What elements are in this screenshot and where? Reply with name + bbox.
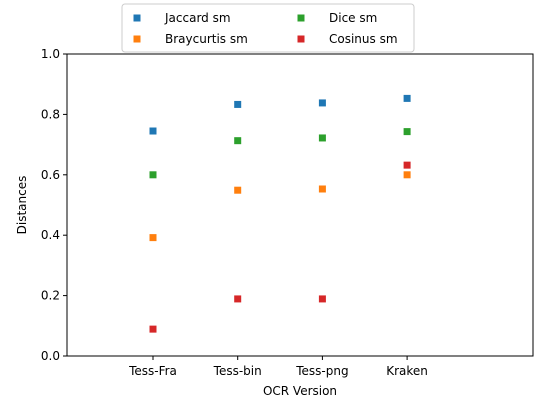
data-point	[149, 234, 157, 242]
legend-label: Cosinus sm	[329, 32, 398, 46]
legend-label: Dice sm	[329, 11, 377, 25]
data-point	[149, 325, 157, 333]
x-axis: Tess-Fra Tess-bin Tess-png Kraken	[128, 356, 428, 378]
y-tick-label: 0.4	[41, 228, 60, 242]
y-tick-label: 0.2	[41, 289, 60, 303]
legend-marker	[297, 14, 305, 22]
legend-label: Braycurtis sm	[165, 32, 248, 46]
data-point	[149, 127, 157, 135]
data-point	[403, 171, 411, 179]
y-tick-label: 0.8	[41, 107, 60, 121]
data-point	[403, 128, 411, 136]
data-point	[234, 137, 242, 145]
legend-frame	[121, 3, 415, 53]
data-point	[318, 295, 326, 303]
data-point	[318, 185, 326, 193]
data-point	[403, 94, 411, 102]
data-point	[234, 295, 242, 303]
x-tick-label: Tess-png	[295, 364, 348, 378]
x-tick-label: Kraken	[386, 364, 428, 378]
y-axis-label: Distances	[15, 176, 29, 235]
y-tick-label: 0.6	[41, 168, 60, 182]
legend-label: Jaccard sm	[164, 11, 231, 25]
data-point	[318, 99, 326, 107]
plot-area-frame	[66, 53, 534, 357]
x-tick-label: Tess-bin	[213, 364, 262, 378]
y-tick-label: 0.0	[41, 349, 60, 363]
data-point	[318, 134, 326, 142]
legend-marker	[133, 14, 141, 22]
data-point	[403, 161, 411, 169]
legend-marker	[133, 35, 141, 43]
legend: Jaccard sm Braycurtis sm Dice sm Cosinus sm	[121, 3, 415, 53]
data-point	[234, 186, 242, 194]
data-points	[149, 94, 411, 333]
x-tick-label: Tess-Fra	[128, 364, 177, 378]
y-axis: 0.0 0.2 0.4 0.6 0.8 1.0	[41, 47, 67, 363]
legend-marker	[297, 35, 305, 43]
x-axis-label: OCR Version	[263, 384, 337, 398]
y-tick-label: 1.0	[41, 47, 60, 61]
data-point	[234, 100, 242, 108]
data-point	[149, 171, 157, 179]
